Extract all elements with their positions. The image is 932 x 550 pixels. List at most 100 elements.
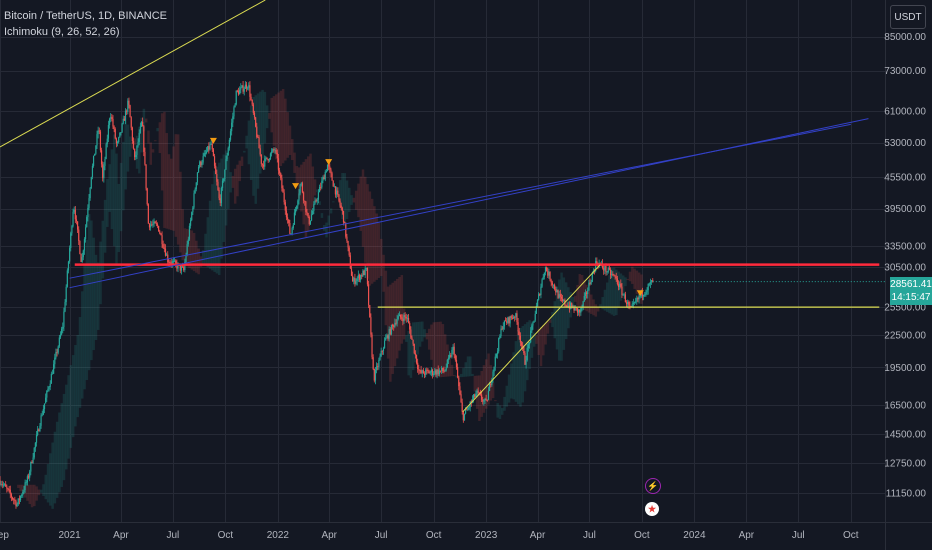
cloud-segment	[462, 368, 465, 377]
candle	[15, 499, 17, 509]
candle	[51, 369, 54, 375]
candle-body	[321, 180, 323, 188]
candle	[616, 275, 618, 286]
cloud-segment	[46, 464, 50, 503]
candle	[492, 369, 494, 383]
candle	[299, 183, 301, 196]
candle-body	[70, 233, 72, 249]
x-tick-label: Oct	[843, 530, 859, 541]
candle-body	[83, 239, 86, 251]
candle-body	[398, 314, 401, 317]
cloud-segment	[537, 328, 541, 356]
candle	[275, 148, 277, 155]
candle	[129, 104, 131, 118]
candle	[641, 287, 644, 301]
last-price-value: 28561.41	[890, 279, 932, 290]
candle	[606, 270, 608, 276]
candle	[333, 183, 335, 188]
candle-body	[293, 212, 296, 225]
candle	[136, 145, 138, 160]
candle-body	[162, 244, 164, 248]
candle-body	[574, 306, 576, 311]
candle-body	[590, 281, 592, 284]
x-tick-label: Jul	[792, 530, 805, 541]
candle-body	[350, 268, 353, 276]
cloud-segment	[370, 198, 374, 284]
cloud-segment	[254, 95, 257, 204]
cloud-segment	[249, 105, 253, 181]
candle	[383, 337, 386, 349]
cloud-segment	[469, 356, 472, 377]
candle-body	[462, 411, 464, 421]
candle	[260, 154, 262, 167]
candle	[6, 484, 8, 493]
candle-body	[347, 240, 349, 248]
candle-body	[248, 85, 250, 88]
cloud-segment	[103, 199, 107, 253]
y-tick-label: 53000.00	[884, 138, 926, 149]
cloud-segment	[416, 321, 420, 355]
candle	[635, 297, 637, 304]
cloud-segment	[594, 304, 598, 317]
candle	[2, 481, 5, 488]
candle	[463, 413, 466, 421]
cloud-segment	[39, 489, 43, 493]
candle-body	[326, 164, 329, 172]
candle-body	[31, 461, 33, 463]
cloud-segment	[115, 153, 118, 264]
candle-body	[565, 304, 567, 306]
currency-unit-button[interactable]: USDT	[890, 5, 926, 29]
candle	[186, 240, 188, 257]
x-tick-label: 2023	[475, 530, 498, 541]
cloud-segment	[295, 166, 299, 186]
candle-body	[573, 306, 575, 311]
candle	[504, 317, 507, 322]
candle	[445, 363, 447, 372]
candle-body	[156, 224, 159, 226]
cloud-segment	[144, 118, 148, 123]
cloud-segment	[448, 354, 451, 377]
candle-body	[584, 292, 587, 297]
candle	[485, 394, 487, 401]
candle	[100, 147, 103, 168]
cloud-segment	[21, 484, 25, 495]
candle	[375, 362, 378, 374]
indicator-label[interactable]: Ichimoku (9, 26, 52, 26)	[4, 26, 120, 38]
candle-body	[40, 415, 42, 426]
candle	[315, 198, 317, 203]
candle-body	[613, 274, 615, 276]
candle-body	[391, 324, 394, 326]
candle-body	[491, 379, 493, 385]
us-flag-icon[interactable]: ★	[645, 502, 659, 516]
candle	[415, 354, 418, 365]
candle	[304, 200, 306, 206]
candle	[111, 113, 113, 122]
candle	[83, 237, 86, 255]
lightning-icon[interactable]: ⚡	[645, 478, 661, 494]
candle-body	[488, 383, 491, 391]
candle-body	[47, 388, 49, 391]
candle	[555, 286, 557, 296]
cloud-segment	[78, 317, 82, 408]
candle-body	[61, 328, 63, 335]
candle	[380, 347, 382, 358]
candle	[264, 155, 266, 170]
candle	[373, 368, 375, 383]
candle	[217, 179, 219, 191]
candle-body	[336, 190, 338, 195]
candle-body	[622, 294, 624, 296]
candle	[312, 208, 314, 216]
bar-countdown: 14:15:47	[891, 292, 931, 303]
candle-body	[547, 271, 549, 276]
candle-body	[555, 289, 557, 293]
symbol-title[interactable]: Bitcoin / TetherUS, 1D, BINANCE	[4, 10, 168, 22]
candle	[0, 476, 1, 486]
candle-body	[443, 371, 445, 372]
candle-body	[338, 194, 340, 201]
candle-body	[23, 490, 25, 492]
candle	[120, 131, 122, 136]
cloud-segment	[325, 222, 328, 238]
candle-body	[135, 154, 137, 158]
